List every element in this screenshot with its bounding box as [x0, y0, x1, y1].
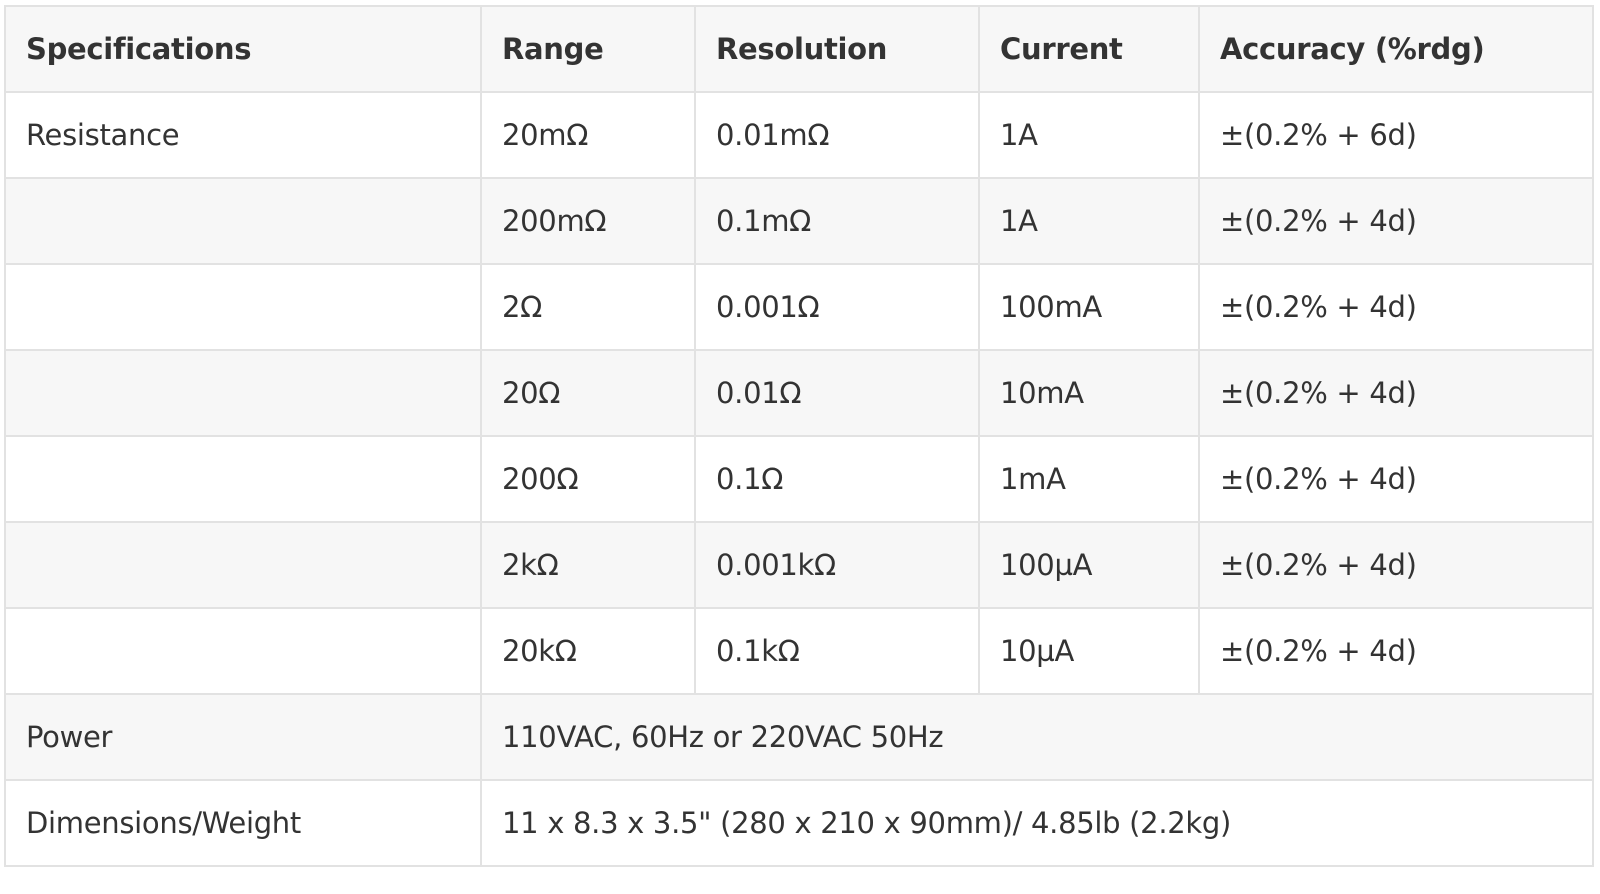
spec-cell [4, 607, 482, 695]
table-header-row: Specifications Range Resolution Current … [4, 5, 1594, 93]
range-cell: 2kΩ [480, 521, 696, 609]
table-row: 2kΩ 0.001kΩ 100µA ±(0.2% + 4d) [4, 521, 1594, 609]
accuracy-cell: ±(0.2% + 4d) [1198, 349, 1594, 437]
current-cell: 10µA [978, 607, 1200, 695]
spec-cell [4, 521, 482, 609]
resolution-cell: 0.01mΩ [694, 91, 980, 179]
current-cell: 1A [978, 177, 1200, 265]
accuracy-cell: ±(0.2% + 4d) [1198, 435, 1594, 523]
table-row: 20Ω 0.01Ω 10mA ±(0.2% + 4d) [4, 349, 1594, 437]
header-range: Range [480, 5, 696, 93]
resolution-cell: 0.1Ω [694, 435, 980, 523]
dimensions-row-value: 11 x 8.3 x 3.5" (280 x 210 x 90mm)/ 4.85… [480, 779, 1594, 867]
spec-cell [4, 263, 482, 351]
resolution-cell: 0.1kΩ [694, 607, 980, 695]
header-current: Current [978, 5, 1200, 93]
range-cell: 20mΩ [480, 91, 696, 179]
range-cell: 2Ω [480, 263, 696, 351]
table-row: 200Ω 0.1Ω 1mA ±(0.2% + 4d) [4, 435, 1594, 523]
spec-cell [4, 435, 482, 523]
accuracy-cell: ±(0.2% + 4d) [1198, 521, 1594, 609]
resolution-cell: 0.01Ω [694, 349, 980, 437]
table-row: 20kΩ 0.1kΩ 10µA ±(0.2% + 4d) [4, 607, 1594, 695]
table-row: Resistance 20mΩ 0.01mΩ 1A ±(0.2% + 6d) [4, 91, 1594, 179]
power-row-label: Power [4, 693, 482, 781]
spec-cell: Resistance [4, 91, 482, 179]
power-row: Power 110VAC, 60Hz or 220VAC 50Hz [4, 693, 1594, 781]
resolution-cell: 0.001kΩ [694, 521, 980, 609]
table-row: 2Ω 0.001Ω 100mA ±(0.2% + 4d) [4, 263, 1594, 351]
current-cell: 10mA [978, 349, 1200, 437]
power-row-value: 110VAC, 60Hz or 220VAC 50Hz [480, 693, 1594, 781]
range-cell: 20Ω [480, 349, 696, 437]
range-cell: 200Ω [480, 435, 696, 523]
dimensions-row-label: Dimensions/Weight [4, 779, 482, 867]
range-cell: 200mΩ [480, 177, 696, 265]
specifications-table: Specifications Range Resolution Current … [4, 5, 1594, 867]
resolution-cell: 0.1mΩ [694, 177, 980, 265]
range-cell: 20kΩ [480, 607, 696, 695]
resolution-cell: 0.001Ω [694, 263, 980, 351]
accuracy-cell: ±(0.2% + 4d) [1198, 177, 1594, 265]
spec-cell [4, 349, 482, 437]
accuracy-cell: ±(0.2% + 4d) [1198, 607, 1594, 695]
table-row: 200mΩ 0.1mΩ 1A ±(0.2% + 4d) [4, 177, 1594, 265]
current-cell: 1A [978, 91, 1200, 179]
header-resolution: Resolution [694, 5, 980, 93]
header-specifications: Specifications [4, 5, 482, 93]
accuracy-cell: ±(0.2% + 4d) [1198, 263, 1594, 351]
current-cell: 100µA [978, 521, 1200, 609]
current-cell: 100mA [978, 263, 1200, 351]
current-cell: 1mA [978, 435, 1200, 523]
header-accuracy: Accuracy (%rdg) [1198, 5, 1594, 93]
dimensions-row: Dimensions/Weight 11 x 8.3 x 3.5" (280 x … [4, 779, 1594, 867]
spec-cell [4, 177, 482, 265]
accuracy-cell: ±(0.2% + 6d) [1198, 91, 1594, 179]
